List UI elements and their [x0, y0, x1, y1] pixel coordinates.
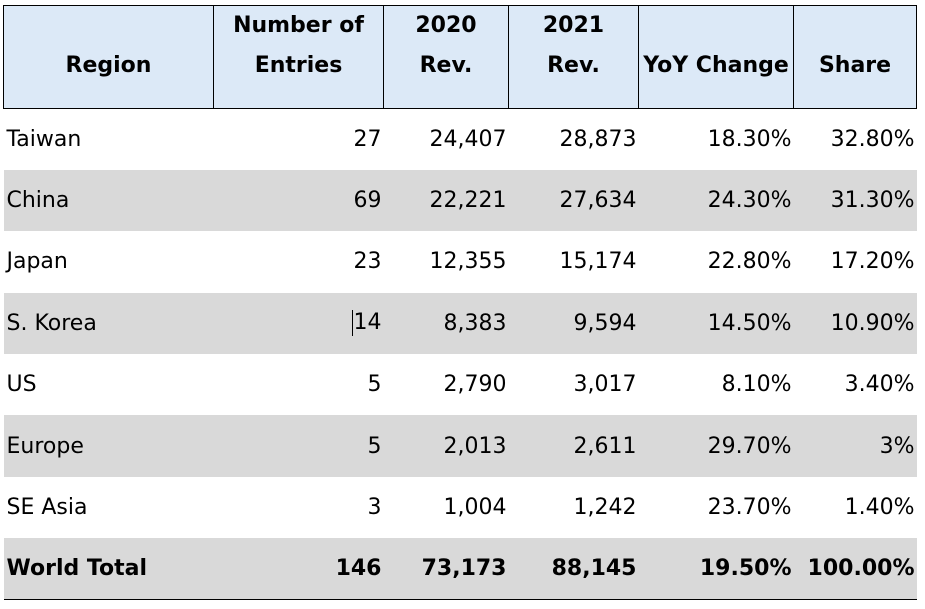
cell-entries: 146 [213, 538, 384, 601]
cell-entries: 23 [353, 249, 382, 275]
cell-yoy: 29.70% [638, 415, 794, 477]
cell-rev-2021: 88,145 [508, 538, 639, 601]
cell-entries: 5 [213, 415, 384, 477]
cell-region: Japan [6, 249, 68, 275]
cell-yoy: 18.30% [707, 126, 792, 152]
cell-rev-2021: 27,634 [508, 169, 639, 232]
cell-yoy: 14.50% [638, 292, 794, 355]
cell-yoy: 24.30% [638, 169, 794, 232]
cell-rev-2020: 1,004 [443, 495, 507, 521]
table-row-se-asia: SE Asia 3 1,004 1,242 23.70% 1.40% [4, 477, 917, 538]
header-yoy-change: YoY Change [638, 5, 794, 109]
table-row-europe: Europe 5 2,013 2,611 29.70% 3% [3, 415, 917, 477]
cell-rev-2020: 73,173 [383, 538, 509, 601]
cell-rev-2020: 8,383 [383, 292, 509, 355]
cell-share: 100.00% [793, 538, 917, 601]
header-2021-rev: 2021 Rev. [508, 5, 639, 109]
cell-entries: 27 [353, 126, 382, 152]
cell-yoy: 22.80% [707, 249, 792, 275]
header-row: Region Number of Entries 2020 Rev. 2021 … [3, 5, 917, 109]
cell-entries: 69 [213, 169, 384, 232]
cell-share: 1.40% [844, 495, 915, 521]
cell-yoy: 19.50% [638, 538, 794, 601]
cell-rev-2021: 2,611 [508, 415, 639, 477]
text-cursor [351, 310, 353, 337]
cell-region: China [3, 169, 214, 232]
cell-share: 31.30% [793, 169, 917, 232]
table-row-us: US 5 2,790 3,017 8.10% 3.40% [4, 354, 917, 415]
cell-rev-2020: 12,355 [429, 249, 507, 275]
header-2020-rev: 2020 Rev. [383, 5, 509, 109]
cell-rev-2020: 22,221 [383, 169, 509, 232]
cell-rev-2021: 3,017 [573, 372, 637, 398]
cell-share: 10.90% [793, 292, 917, 355]
header-number-of-entries: Number of Entries [213, 5, 384, 109]
cell-region: US [6, 372, 37, 398]
cell-share: 32.80% [830, 126, 915, 152]
cell-entries[interactable]: 14 [213, 292, 384, 355]
cell-yoy: 8.10% [721, 372, 792, 398]
header-share: Share [793, 5, 917, 109]
table-row-china: China 69 22,221 27,634 24.30% 31.30% [3, 169, 917, 232]
cell-rev-2021: 9,594 [508, 292, 639, 355]
table-row-world-total: World Total 146 73,173 88,145 19.50% 100… [3, 538, 917, 601]
cell-region: World Total [3, 538, 214, 601]
table-row-s-korea: S. Korea 14 8,383 9,594 14.50% 10.90% [3, 292, 917, 355]
cell-entries: 3 [367, 495, 382, 521]
cell-entries-value: 14 [353, 310, 382, 336]
cell-rev-2021: 1,242 [573, 495, 637, 521]
cell-rev-2021: 15,174 [559, 249, 637, 275]
cell-share: 3.40% [844, 372, 915, 398]
cell-rev-2020: 2,790 [443, 372, 507, 398]
cell-yoy: 23.70% [707, 495, 792, 521]
cell-rev-2020: 2,013 [383, 415, 509, 477]
cell-share: 3% [793, 415, 917, 477]
cell-region: Europe [3, 415, 214, 477]
cell-region: S. Korea [3, 292, 214, 355]
cell-rev-2020: 24,407 [429, 126, 507, 152]
cell-region: Taiwan [6, 126, 82, 152]
cell-rev-2021: 28,873 [559, 126, 637, 152]
table-row-japan: Japan 23 12,355 15,174 22.80% 17.20% [4, 231, 917, 292]
table-row-taiwan: Taiwan 27 24,407 28,873 18.30% 32.80% [4, 109, 917, 170]
cell-share: 17.20% [830, 249, 915, 275]
header-region: Region [3, 5, 214, 109]
cell-entries: 5 [367, 372, 382, 398]
region-revenue-table: Region Number of Entries 2020 Rev. 2021 … [3, 5, 917, 601]
cell-region: SE Asia [6, 495, 88, 521]
